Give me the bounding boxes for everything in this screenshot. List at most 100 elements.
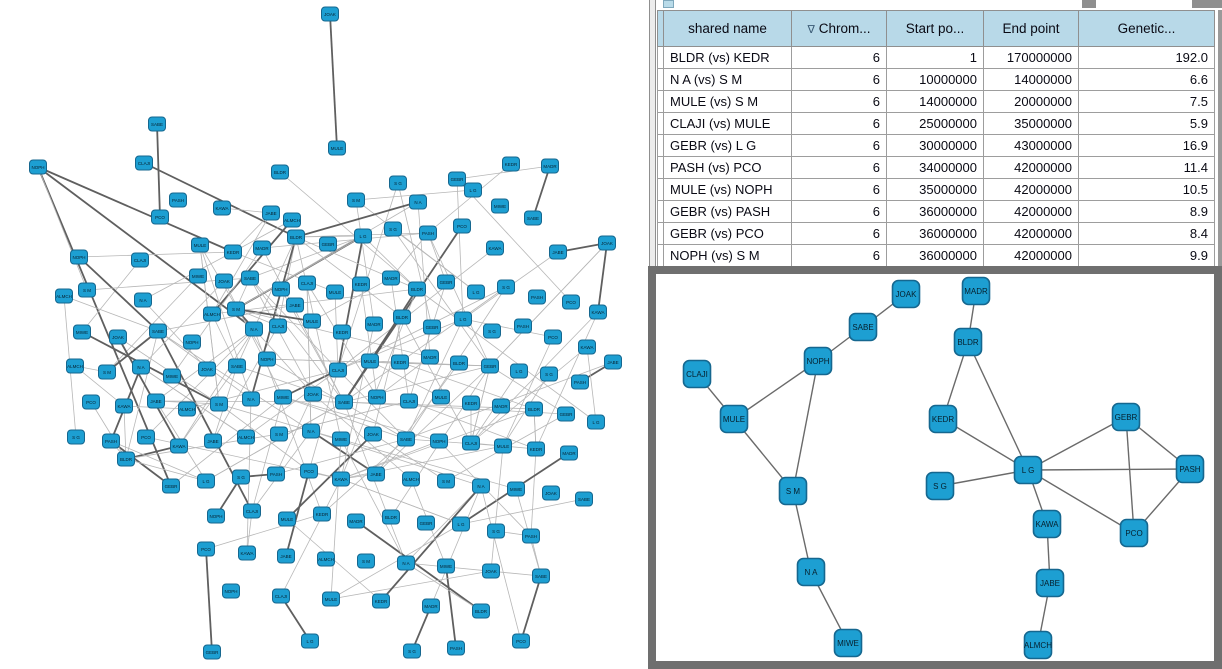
network-edge[interactable]: [399, 361, 535, 410]
network-edge[interactable]: [81, 259, 141, 333]
network-node[interactable]: MIWE: [274, 389, 292, 405]
network-edge[interactable]: [282, 396, 407, 440]
network-node[interactable]: GEBR: [319, 236, 337, 252]
network-edge[interactable]: [462, 318, 554, 338]
network-edge[interactable]: [74, 365, 125, 407]
network-node[interactable]: S G: [67, 429, 85, 445]
network-node-joak[interactable]: JOAK: [891, 279, 921, 309]
network-node[interactable]: S M: [227, 301, 245, 317]
network-node[interactable]: KEDR: [391, 354, 409, 370]
network-edge[interactable]: [405, 438, 504, 447]
network-node[interactable]: L G: [454, 311, 472, 327]
network-edge[interactable]: [205, 513, 323, 550]
network-node[interactable]: GEBR: [557, 406, 575, 422]
network-edge[interactable]: [295, 201, 419, 238]
network-node[interactable]: SABE: [524, 210, 542, 226]
network-edge[interactable]: [337, 235, 364, 371]
network-node-pco[interactable]: PCO: [1119, 518, 1149, 548]
network-node[interactable]: S M: [210, 396, 228, 412]
network-node[interactable]: KAWA: [115, 398, 133, 414]
network-node[interactable]: BLDR: [393, 309, 411, 325]
network-node[interactable]: CLAJI: [462, 435, 480, 451]
network-node[interactable]: GEBR: [437, 274, 455, 290]
network-node[interactable]: NOPH: [183, 334, 201, 350]
network-node[interactable]: N A: [302, 423, 320, 439]
network-node[interactable]: ALMCH: [203, 306, 221, 322]
network-edge[interactable]: [430, 485, 482, 607]
network-node-miwe[interactable]: MIWE: [833, 628, 863, 658]
network-edge[interactable]: [456, 165, 551, 180]
network-node[interactable]: PCO: [137, 429, 155, 445]
network-edge[interactable]: [106, 330, 159, 373]
network-node[interactable]: MULE: [191, 237, 209, 253]
network-edge[interactable]: [340, 478, 462, 525]
network-node[interactable]: SABE: [335, 394, 353, 410]
network-edge[interactable]: [375, 362, 460, 475]
network-edge[interactable]: [245, 369, 339, 438]
network-node-gebr[interactable]: GEBR: [1111, 402, 1141, 432]
network-edge[interactable]: [330, 523, 462, 600]
table-row[interactable]: N A (vs) S M 6 10000000 14000000 6.6: [657, 68, 1215, 91]
network-node[interactable]: GEBR: [417, 515, 435, 531]
network-node[interactable]: JOAK: [598, 235, 616, 251]
overview-network-canvas[interactable]: JOAK SABE NOPH CLAJI MULE KEDR MADR BLDR GEBR L G…: [0, 0, 648, 669]
network-node[interactable]: MIWE: [163, 368, 181, 384]
network-edge[interactable]: [340, 440, 440, 480]
network-node[interactable]: GEBR: [448, 171, 466, 187]
network-node[interactable]: SABE: [397, 431, 415, 447]
network-node[interactable]: MIWE: [437, 558, 455, 574]
network-edge[interactable]: [125, 330, 159, 460]
network-node[interactable]: S G: [497, 279, 515, 295]
network-edge[interactable]: [405, 485, 482, 564]
network-node[interactable]: BLDR: [382, 509, 400, 525]
network-node[interactable]: MADR: [422, 598, 440, 614]
network-edge[interactable]: [90, 401, 127, 460]
network-node[interactable]: BLDR: [287, 229, 305, 245]
network-node[interactable]: JABE: [286, 297, 304, 313]
network-node[interactable]: N A: [134, 292, 152, 308]
network-edge[interactable]: [597, 242, 608, 313]
network-node[interactable]: GEBR: [423, 319, 441, 335]
network-edge[interactable]: [337, 247, 496, 371]
network-node[interactable]: KEDR: [502, 156, 520, 172]
network-node-madr[interactable]: MADR: [961, 276, 991, 306]
network-node[interactable]: KEDR: [352, 276, 370, 292]
network-edge[interactable]: [295, 236, 403, 318]
network-edge[interactable]: [142, 251, 234, 301]
network-edge[interactable]: [343, 286, 507, 403]
network-edge[interactable]: [306, 282, 378, 398]
network-node[interactable]: JOAK: [304, 386, 322, 402]
network-node[interactable]: MIWE: [507, 481, 525, 497]
network-node-n-a[interactable]: N A: [796, 557, 826, 587]
network-node[interactable]: MULE: [303, 313, 321, 329]
network-node[interactable]: PASH: [522, 528, 540, 544]
network-edge[interactable]: [211, 212, 272, 315]
network-edge[interactable]: [369, 360, 442, 398]
network-edge[interactable]: [280, 478, 342, 597]
network-node[interactable]: KAWA: [238, 545, 256, 561]
network-node-almch[interactable]: ALMCH: [1023, 630, 1053, 660]
network-edge[interactable]: [142, 299, 208, 370]
table-row[interactable]: BLDR (vs) KEDR 6 1 170000000 192.0: [657, 46, 1215, 69]
network-node[interactable]: MULE: [494, 438, 512, 454]
network-edge[interactable]: [375, 365, 491, 475]
network-node[interactable]: GEBR: [481, 358, 499, 374]
network-edge[interactable]: [405, 318, 464, 440]
network-edge[interactable]: [343, 288, 418, 403]
network-node-pash[interactable]: PASH: [1175, 454, 1205, 484]
network-node-kedr[interactable]: KEDR: [928, 404, 958, 434]
network-node[interactable]: S G: [483, 323, 501, 339]
network-node[interactable]: N A: [245, 321, 263, 337]
network-edge[interactable]: [376, 356, 431, 398]
network-node[interactable]: S G: [540, 366, 558, 382]
network-edge[interactable]: [1125, 416, 1135, 534]
network-node[interactable]: PASH: [267, 466, 285, 482]
network-node[interactable]: MADR: [253, 240, 271, 256]
network-node[interactable]: MIWE: [73, 324, 91, 340]
network-node[interactable]: PCO: [197, 541, 215, 557]
network-node[interactable]: KAWA: [589, 304, 607, 320]
network-node[interactable]: SABE: [228, 358, 246, 374]
network-edge[interactable]: [249, 235, 364, 279]
network-node[interactable]: S G: [487, 523, 505, 539]
network-node-mule[interactable]: MULE: [719, 404, 749, 434]
